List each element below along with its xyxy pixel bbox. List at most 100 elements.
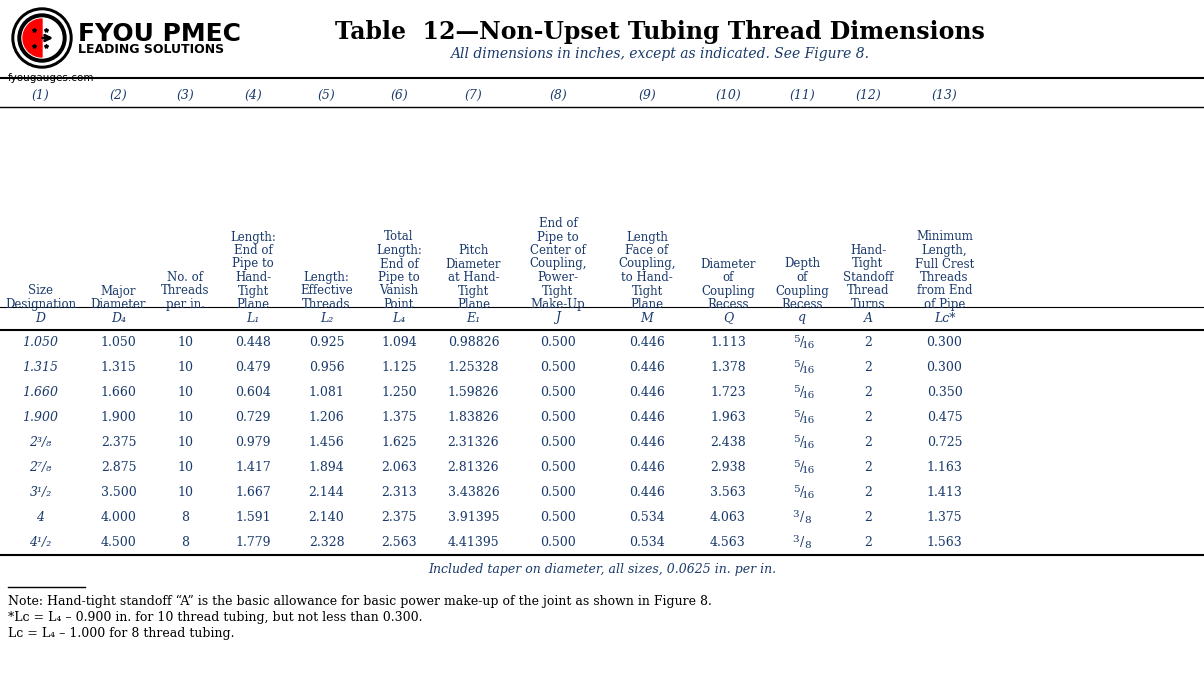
Text: Plane: Plane bbox=[631, 298, 663, 311]
Text: Plane: Plane bbox=[458, 298, 490, 311]
Text: Tight: Tight bbox=[458, 285, 489, 297]
Text: 16: 16 bbox=[802, 466, 815, 475]
Text: Recess: Recess bbox=[707, 298, 749, 311]
Text: Tight: Tight bbox=[631, 285, 662, 297]
Text: 16: 16 bbox=[802, 391, 815, 400]
Text: 2.063: 2.063 bbox=[382, 461, 417, 474]
Text: Pipe to: Pipe to bbox=[232, 258, 273, 270]
Text: Note: Hand-tight standoff “A” is the basic allowance for basic power make-up of : Note: Hand-tight standoff “A” is the bas… bbox=[8, 595, 712, 608]
Text: 2: 2 bbox=[864, 511, 872, 524]
Text: Designation: Designation bbox=[5, 298, 76, 311]
Text: Total: Total bbox=[384, 231, 414, 243]
Text: (1): (1) bbox=[31, 89, 49, 101]
Text: (13): (13) bbox=[932, 89, 957, 101]
Text: 2.438: 2.438 bbox=[710, 436, 745, 449]
Text: 0.300: 0.300 bbox=[927, 361, 962, 374]
Text: Size: Size bbox=[28, 285, 53, 297]
Text: 2⁷/₈: 2⁷/₈ bbox=[29, 461, 52, 474]
Text: *Lᴄ = L₄ – 0.900 in. for 10 thread tubing, but not less than 0.300.: *Lᴄ = L₄ – 0.900 in. for 10 thread tubin… bbox=[8, 611, 423, 624]
Text: 1.250: 1.250 bbox=[382, 386, 417, 399]
Text: Threads: Threads bbox=[302, 298, 350, 311]
Text: of: of bbox=[722, 271, 733, 284]
Text: End of: End of bbox=[538, 217, 578, 230]
Text: 3.43826: 3.43826 bbox=[448, 486, 500, 499]
Text: M: M bbox=[641, 311, 654, 324]
Text: Diameter: Diameter bbox=[445, 258, 501, 270]
Text: 4.563: 4.563 bbox=[710, 536, 745, 549]
Text: 1.206: 1.206 bbox=[308, 411, 344, 424]
Text: Threads: Threads bbox=[161, 285, 209, 297]
Text: 0.500: 0.500 bbox=[541, 361, 576, 374]
Text: 1.660: 1.660 bbox=[23, 386, 59, 399]
Text: of Pipe: of Pipe bbox=[923, 298, 966, 311]
Text: Length:: Length: bbox=[376, 244, 421, 257]
Text: /: / bbox=[799, 486, 804, 499]
Text: Diameter: Diameter bbox=[90, 298, 146, 311]
Text: 4.063: 4.063 bbox=[710, 511, 746, 524]
Text: End of: End of bbox=[379, 258, 418, 270]
Text: 0.500: 0.500 bbox=[541, 511, 576, 524]
Text: 8: 8 bbox=[181, 536, 189, 549]
Text: 10: 10 bbox=[177, 461, 193, 474]
Text: (2): (2) bbox=[110, 89, 128, 101]
Text: 1.625: 1.625 bbox=[382, 436, 417, 449]
Text: 1.779: 1.779 bbox=[235, 536, 271, 549]
Text: Included taper on diameter, all sizes, 0.0625 in. per in.: Included taper on diameter, all sizes, 0… bbox=[427, 563, 777, 575]
Circle shape bbox=[12, 8, 72, 68]
Text: fyougauges.com: fyougauges.com bbox=[8, 73, 94, 83]
Text: 5: 5 bbox=[792, 360, 799, 369]
Text: 4.000: 4.000 bbox=[101, 511, 136, 524]
Text: (7): (7) bbox=[465, 89, 483, 101]
Text: FYOU PMEC: FYOU PMEC bbox=[78, 22, 241, 46]
Text: 0.500: 0.500 bbox=[541, 386, 576, 399]
Text: Power-: Power- bbox=[537, 271, 579, 284]
Text: 0.500: 0.500 bbox=[541, 461, 576, 474]
Text: Effective: Effective bbox=[300, 285, 353, 297]
Text: Thread: Thread bbox=[846, 285, 890, 297]
Text: 1.050: 1.050 bbox=[23, 336, 59, 349]
Text: 1.094: 1.094 bbox=[382, 336, 417, 349]
Text: 0.446: 0.446 bbox=[628, 411, 665, 424]
Text: 0.534: 0.534 bbox=[630, 511, 665, 524]
Text: Tight: Tight bbox=[542, 285, 573, 297]
Text: q: q bbox=[798, 311, 805, 324]
Text: 1.660: 1.660 bbox=[101, 386, 136, 399]
Text: 8: 8 bbox=[181, 511, 189, 524]
Text: 4.500: 4.500 bbox=[101, 536, 136, 549]
Text: 0.604: 0.604 bbox=[235, 386, 271, 399]
Text: 0.98826: 0.98826 bbox=[448, 336, 500, 349]
Text: Coupling: Coupling bbox=[701, 285, 755, 297]
Text: 4.41395: 4.41395 bbox=[448, 536, 500, 549]
Text: J: J bbox=[555, 311, 561, 324]
Text: /: / bbox=[799, 461, 804, 474]
Text: /: / bbox=[799, 386, 804, 399]
Text: 1.591: 1.591 bbox=[235, 511, 271, 524]
Text: 2: 2 bbox=[864, 336, 872, 349]
Text: Tight: Tight bbox=[852, 258, 884, 270]
Text: 0.350: 0.350 bbox=[927, 386, 962, 399]
Text: 2: 2 bbox=[864, 486, 872, 499]
Text: 10: 10 bbox=[177, 386, 193, 399]
Text: D: D bbox=[35, 311, 46, 324]
Text: 3¹/₂: 3¹/₂ bbox=[29, 486, 52, 499]
Text: 0.979: 0.979 bbox=[235, 436, 271, 449]
Text: 1.163: 1.163 bbox=[927, 461, 962, 474]
Text: (12): (12) bbox=[855, 89, 881, 101]
Text: 0.446: 0.446 bbox=[628, 461, 665, 474]
Text: 1.113: 1.113 bbox=[710, 336, 746, 349]
Text: Depth: Depth bbox=[784, 258, 820, 270]
Text: (8): (8) bbox=[549, 89, 567, 101]
Text: 0.475: 0.475 bbox=[927, 411, 962, 424]
Text: 0.479: 0.479 bbox=[235, 361, 271, 374]
Text: 0.300: 0.300 bbox=[927, 336, 962, 349]
Text: 2: 2 bbox=[864, 361, 872, 374]
Text: A: A bbox=[863, 311, 873, 324]
Text: 1.59826: 1.59826 bbox=[448, 386, 500, 399]
Text: 1.563: 1.563 bbox=[927, 536, 962, 549]
Text: /: / bbox=[799, 511, 804, 524]
Text: 1.894: 1.894 bbox=[308, 461, 344, 474]
Text: 0.500: 0.500 bbox=[541, 411, 576, 424]
Text: Lᴄ*: Lᴄ* bbox=[934, 311, 955, 324]
Text: 5: 5 bbox=[792, 460, 799, 469]
Text: 1.375: 1.375 bbox=[927, 511, 962, 524]
